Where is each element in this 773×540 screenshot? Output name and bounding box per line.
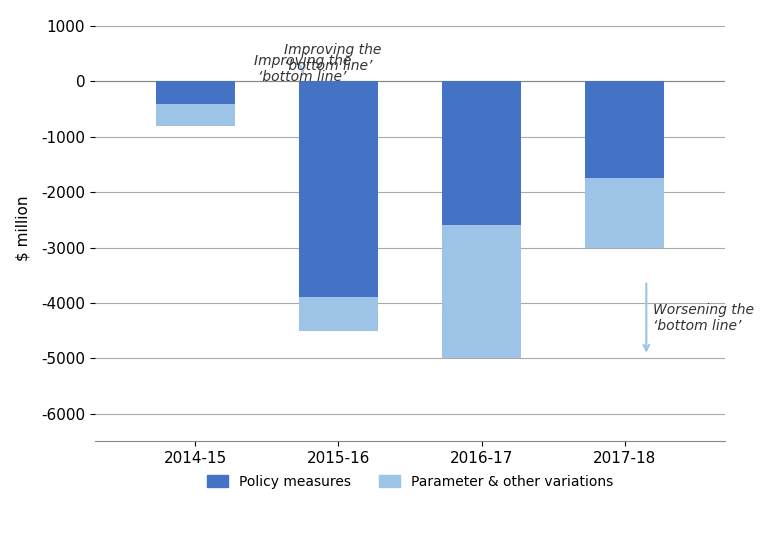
Bar — [585, 178, 664, 247]
Bar — [585, 82, 664, 178]
Bar — [299, 298, 378, 330]
Bar — [156, 82, 234, 104]
Bar — [299, 82, 378, 330]
Bar — [442, 82, 521, 225]
Bar — [156, 104, 234, 126]
Bar — [442, 225, 521, 358]
Text: Improving the
‘bottom line’: Improving the ‘bottom line’ — [284, 43, 381, 73]
Legend: Policy measures, Parameter & other variations: Policy measures, Parameter & other varia… — [202, 469, 618, 494]
Text: Improving the
‘bottom line’: Improving the ‘bottom line’ — [254, 54, 351, 84]
Y-axis label: $ million: $ million — [15, 195, 30, 261]
Text: Worsening the
‘bottom line’: Worsening the ‘bottom line’ — [653, 303, 754, 333]
